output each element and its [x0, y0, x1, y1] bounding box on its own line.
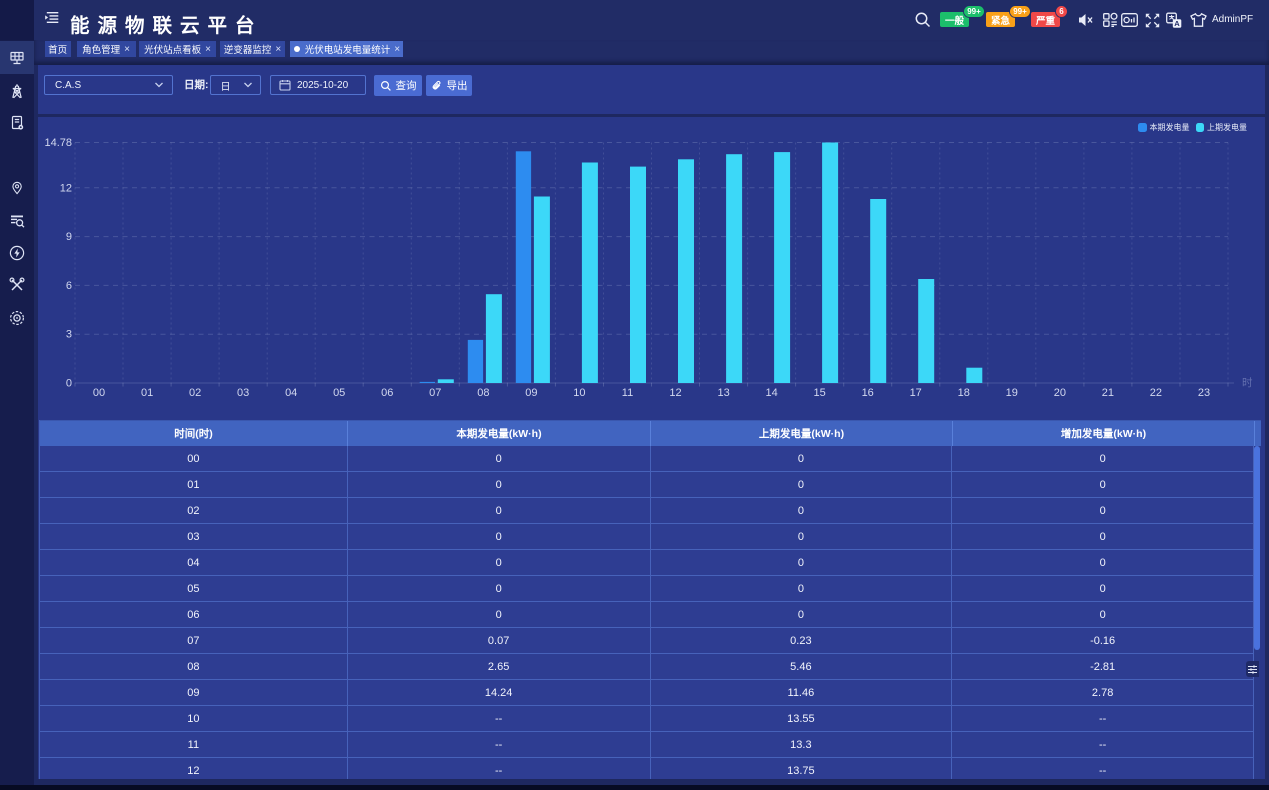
svg-text:0: 0 [66, 378, 72, 390]
svg-text:11: 11 [622, 387, 633, 399]
svg-text:21: 21 [1102, 387, 1114, 399]
svg-text:3: 3 [66, 329, 72, 341]
svg-text:10: 10 [573, 387, 585, 399]
svg-text:15: 15 [813, 387, 825, 399]
svg-text:22: 22 [1150, 387, 1162, 399]
svg-text:07: 07 [429, 387, 441, 399]
svg-text:9: 9 [66, 231, 72, 243]
svg-text:12: 12 [669, 387, 681, 399]
svg-text:05: 05 [333, 387, 345, 399]
svg-text:6: 6 [66, 280, 72, 292]
svg-text:A: A [1174, 19, 1180, 28]
svg-text:06: 06 [381, 387, 393, 399]
svg-text:23: 23 [1198, 387, 1210, 399]
svg-text:13: 13 [717, 387, 729, 399]
svg-text:08: 08 [477, 387, 489, 399]
svg-text:18: 18 [958, 387, 970, 399]
svg-text:03: 03 [237, 387, 249, 399]
svg-text:01: 01 [141, 387, 153, 399]
svg-text:时: 时 [1242, 377, 1253, 389]
svg-text:14: 14 [765, 387, 777, 399]
svg-text:00: 00 [93, 387, 105, 399]
svg-text:14.78: 14.78 [44, 137, 72, 149]
svg-text:04: 04 [285, 387, 297, 399]
svg-text:02: 02 [189, 387, 201, 399]
svg-text:20: 20 [1054, 387, 1066, 399]
svg-text:19: 19 [1006, 387, 1018, 399]
svg-text:16: 16 [862, 387, 874, 399]
svg-text:09: 09 [525, 387, 537, 399]
svg-text:12: 12 [60, 182, 72, 194]
svg-text:17: 17 [910, 387, 922, 399]
